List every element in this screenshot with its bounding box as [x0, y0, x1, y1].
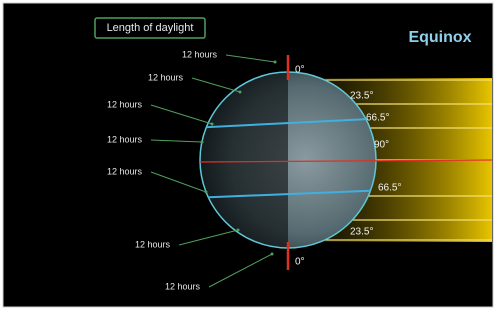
hours-label: 12 hours [165, 281, 201, 291]
leader-dot [205, 191, 208, 194]
leader-dot [274, 61, 277, 64]
hours-label: 12 hours [148, 72, 184, 82]
leader-dot [201, 141, 204, 144]
angle-label: 0° [295, 257, 305, 268]
angle-label: 66.5° [378, 183, 401, 194]
angle-label: 66.5° [366, 113, 389, 124]
angle-label: 23.5° [350, 91, 373, 102]
leader-dot [237, 229, 240, 232]
hours-label: 12 hours [107, 134, 143, 144]
leader-dot [239, 91, 242, 94]
hours-label: 12 hours [107, 99, 143, 109]
hours-label: 12 hours [107, 166, 143, 176]
angle-label: 90° [374, 140, 389, 151]
title: Equinox [408, 29, 471, 46]
angle-label: 23.5° [350, 227, 373, 238]
label: Length of daylight [107, 22, 194, 34]
leader-dot [271, 253, 274, 256]
diagram: Length of daylight Equinox 12 hours 12 ho… [0, 0, 496, 310]
hours-label: 12 hours [135, 239, 171, 249]
angle-label: 0° [295, 65, 305, 76]
hours-label: 12 hours [182, 49, 218, 59]
leader-dot [211, 123, 214, 126]
